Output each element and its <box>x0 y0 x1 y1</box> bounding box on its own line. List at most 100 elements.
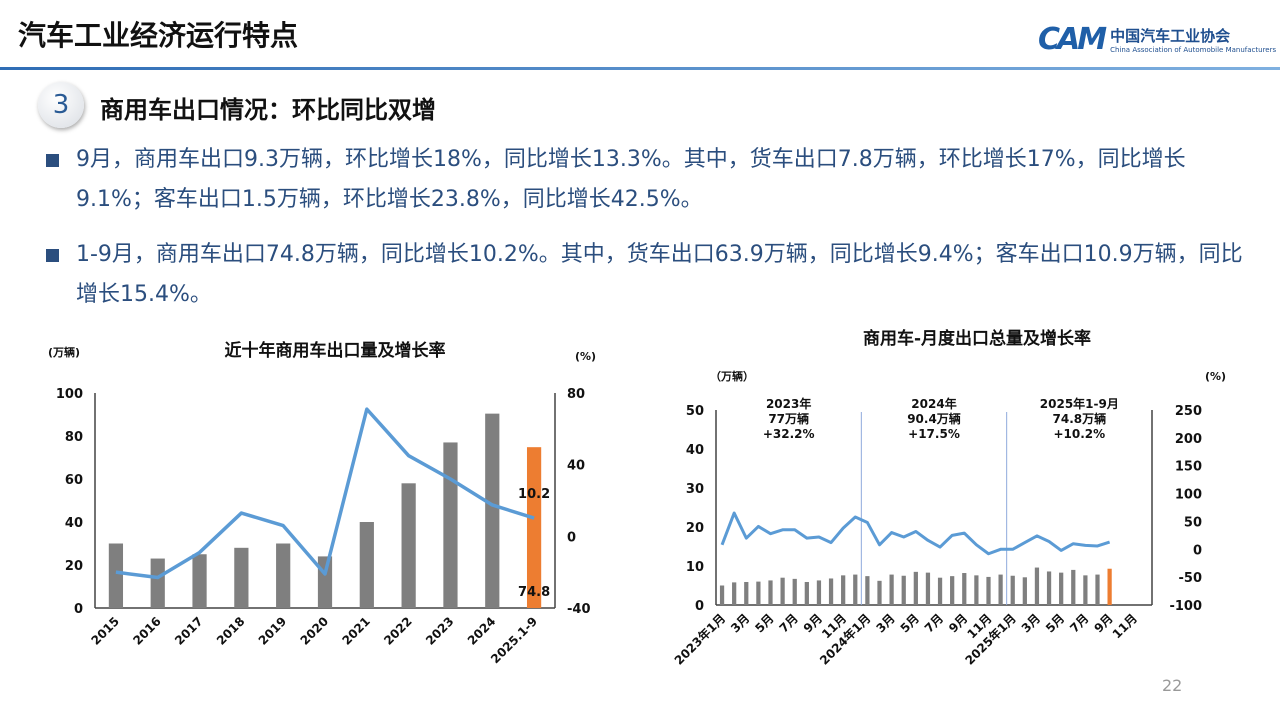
annual-export-chart: 近十年商用车出口量及增长率 (万辆) (%) 0 20 40 60 80 100 -40 0 40 80… <box>48 340 596 666</box>
bullet-item: 9月，商用车出口9.3万辆，环比增长18%，同比增长13.3%。其中，货车出口7… <box>46 140 1246 220</box>
x-tick-label: 5月 <box>752 611 776 635</box>
period-annotation: 74.8万辆 <box>1053 411 1107 426</box>
x-tick-label: 2017 <box>172 614 206 648</box>
bar <box>853 574 858 605</box>
x-tick-label: 7月 <box>777 611 801 635</box>
bar <box>986 576 991 605</box>
right-tick-label: 150 <box>1175 460 1202 475</box>
period-annotation: +32.2% <box>763 427 815 441</box>
right-tick-label: -40 <box>567 602 591 617</box>
bar <box>925 572 931 605</box>
left-tick-label: 20 <box>686 521 704 536</box>
x-tick-label: 2020 <box>298 614 332 648</box>
period-annotation: 2023年 <box>766 396 811 411</box>
right-axis-unit: (%) <box>575 350 596 363</box>
left-tick-label: 20 <box>65 559 83 574</box>
x-tick-label: 5月 <box>898 611 922 635</box>
x-tick-label: 2019 <box>256 614 290 648</box>
bar <box>744 581 749 605</box>
bar <box>732 582 737 605</box>
bullet-text: 9月，商用车出口9.3万辆，环比增长18%，同比增长13.3%。其中，货车出口7… <box>76 147 1186 212</box>
left-tick-label: 40 <box>686 443 704 458</box>
left-axis-unit: (万辆) <box>48 345 80 359</box>
x-tick-label: 2024 <box>465 614 499 648</box>
x-tick-label: 3月 <box>728 611 752 635</box>
x-tick-label: 2023 <box>423 614 457 648</box>
bar <box>828 578 834 605</box>
bar <box>401 483 416 608</box>
bar <box>974 575 979 605</box>
right-tick-label: 0 <box>1193 543 1202 558</box>
bar <box>901 575 906 605</box>
left-tick-label: 0 <box>695 599 704 614</box>
x-tick-label: 2016 <box>130 614 164 648</box>
bar <box>889 574 894 605</box>
bullet-item: 1-9月，商用车出口74.8万辆，同比增长10.2%。其中，货车出口63.9万辆… <box>46 235 1246 315</box>
bar <box>1034 567 1040 605</box>
bar <box>1083 575 1088 605</box>
bar <box>780 577 785 605</box>
bar <box>526 447 542 608</box>
growth-rate-line <box>720 511 1111 556</box>
x-tick-label: 2023年1月 <box>671 611 728 668</box>
period-annotation: +10.2% <box>1053 427 1105 441</box>
bar <box>192 554 207 608</box>
right-tick-label: 200 <box>1175 432 1202 447</box>
bar <box>841 575 846 605</box>
right-tick-label: 100 <box>1175 488 1202 503</box>
x-tick-label: 7月 <box>1067 611 1091 635</box>
right-tick-label: -100 <box>1169 599 1202 614</box>
bar <box>792 578 797 605</box>
bar <box>1046 571 1052 605</box>
left-tick-label: 30 <box>686 482 704 497</box>
bar <box>1022 577 1027 605</box>
bar <box>1010 575 1015 605</box>
page-number: 22 <box>1162 676 1183 695</box>
right-tick-label: 40 <box>567 459 585 474</box>
bar <box>1095 574 1100 605</box>
x-tick-label: 7月 <box>922 611 946 635</box>
x-tick-label: 2015 <box>89 614 123 648</box>
bar <box>998 574 1003 605</box>
line-data-label: 10.2 <box>518 487 550 502</box>
bar <box>1071 569 1076 605</box>
left-tick-label: 10 <box>686 560 704 575</box>
bar <box>804 581 809 605</box>
section-title: 商用车出口情况：环比同比双增 <box>100 96 436 124</box>
left-tick-label: 40 <box>65 516 83 531</box>
left-tick-label: 100 <box>56 387 83 402</box>
logo-en: China Association of Automobile Manufact… <box>1110 46 1277 54</box>
bar <box>768 580 773 605</box>
bar <box>108 543 124 608</box>
right-tick-label: 80 <box>567 387 585 402</box>
x-tick-label: 2021 <box>339 614 373 648</box>
right-axis-unit: (%) <box>1205 370 1226 383</box>
bar <box>485 413 500 608</box>
bar <box>1059 572 1064 605</box>
left-tick-label: 80 <box>65 430 83 445</box>
caam-logo: CAM 中国汽车工业协会 China Association of Automo… <box>1038 22 1276 57</box>
bar <box>913 571 918 605</box>
bar <box>1107 568 1112 605</box>
x-tick-label: 3月 <box>1019 611 1043 635</box>
period-annotation: 90.4万辆 <box>907 411 961 426</box>
section-number: 3 <box>38 82 84 128</box>
right-tick-label: 250 <box>1175 404 1202 419</box>
x-tick-label: 11月 <box>1110 611 1140 641</box>
bar <box>865 576 870 605</box>
left-tick-label: 60 <box>65 473 83 488</box>
x-tick-label: 5月 <box>1043 611 1067 635</box>
right-tick-label: -50 <box>1179 571 1203 586</box>
header-divider <box>0 67 1280 70</box>
left-tick-label: 50 <box>686 404 704 419</box>
bar <box>359 522 374 608</box>
x-tick-label: 2018 <box>214 614 248 648</box>
period-annotation: 77万辆 <box>768 411 809 426</box>
left-axis-unit: （万辆） <box>710 369 754 383</box>
period-annotation: +17.5% <box>908 427 960 441</box>
chart-title: 近十年商用车出口量及增长率 <box>225 340 446 361</box>
logo-cn: 中国汽车工业协会 <box>1110 27 1231 45</box>
bar <box>950 576 955 605</box>
bullet-square-icon <box>46 249 59 262</box>
